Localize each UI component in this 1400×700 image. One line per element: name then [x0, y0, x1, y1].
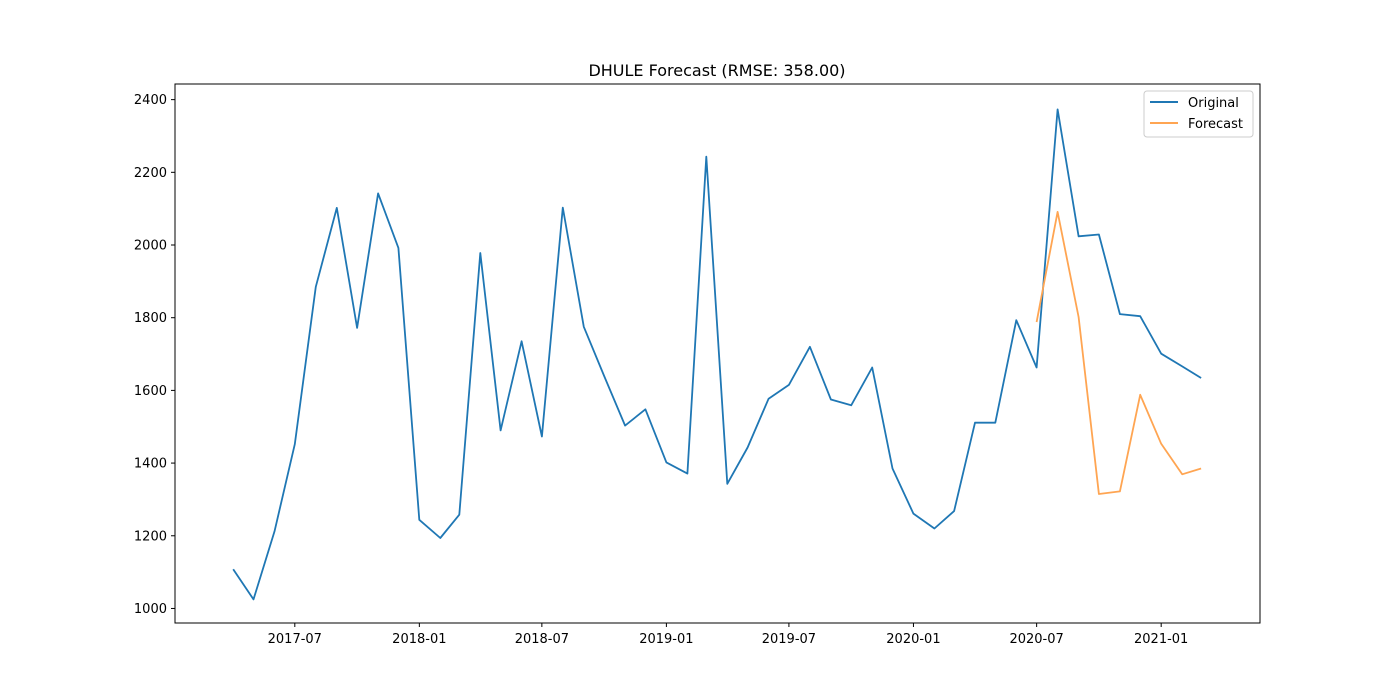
- x-tick-label: 2019-07: [762, 632, 816, 647]
- series-line-forecast: [1035, 210, 1202, 495]
- y-tick-label: 1400: [134, 457, 167, 472]
- y-tick-label: 2200: [134, 166, 167, 181]
- axes-layer: 1000 1200 1400 1600 1800 2000 2200 2400 2017-07 2…: [134, 93, 1188, 647]
- x-tick-label: 2018-01: [392, 632, 446, 647]
- series-layer: [232, 108, 1202, 601]
- y-tick-label: 1200: [134, 529, 167, 544]
- y-tick-label: 2400: [134, 93, 167, 108]
- chart-title: DHULE Forecast (RMSE: 358.00): [588, 61, 845, 80]
- series-line-original: [232, 108, 1202, 601]
- x-tick-label: 2017-07: [268, 632, 322, 647]
- y-tick-label: 1800: [134, 311, 167, 326]
- x-tick-label: 2021-01: [1134, 632, 1188, 647]
- legend-label-forecast: Forecast: [1188, 117, 1243, 132]
- legend: Original Forecast: [1143, 90, 1254, 138]
- x-tick-label: 2020-07: [1009, 632, 1063, 647]
- y-tick-label: 2000: [134, 239, 167, 254]
- x-tick-label: 2020-01: [886, 632, 940, 647]
- y-tick-label: 1600: [134, 384, 167, 399]
- plot-frame: [174, 83, 1261, 624]
- x-tick-label: 2018-07: [515, 632, 569, 647]
- x-tick-label: 2019-01: [639, 632, 693, 647]
- legend-label-original: Original: [1188, 96, 1239, 111]
- y-tick-label: 1000: [134, 602, 167, 617]
